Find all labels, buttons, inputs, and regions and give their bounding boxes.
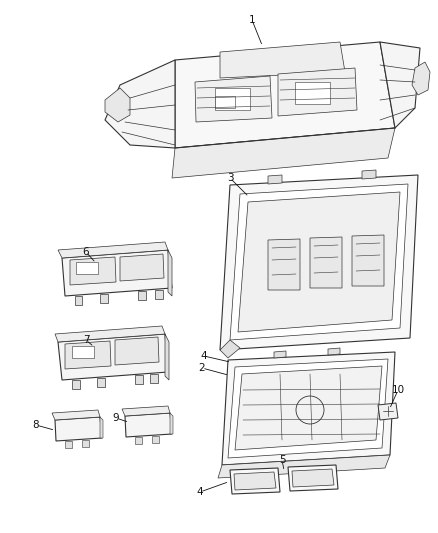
Polygon shape	[362, 170, 376, 179]
Polygon shape	[310, 237, 342, 288]
Polygon shape	[150, 374, 158, 383]
Polygon shape	[65, 441, 72, 448]
Polygon shape	[55, 326, 165, 342]
Bar	[215, 96, 235, 108]
Polygon shape	[235, 366, 382, 450]
Polygon shape	[220, 42, 345, 78]
Polygon shape	[135, 437, 142, 444]
Polygon shape	[328, 348, 340, 355]
Polygon shape	[168, 250, 172, 296]
Bar	[295, 82, 330, 104]
Polygon shape	[175, 42, 395, 148]
Text: 2: 2	[199, 363, 205, 373]
Polygon shape	[120, 254, 164, 281]
Polygon shape	[115, 337, 159, 365]
Polygon shape	[288, 465, 338, 491]
Polygon shape	[138, 291, 146, 300]
Polygon shape	[268, 175, 282, 184]
Polygon shape	[170, 413, 173, 434]
Polygon shape	[220, 340, 240, 358]
Polygon shape	[82, 440, 89, 447]
Polygon shape	[292, 469, 334, 487]
Polygon shape	[234, 472, 276, 490]
Polygon shape	[65, 341, 111, 369]
Bar	[72, 346, 94, 358]
Polygon shape	[230, 468, 280, 494]
Polygon shape	[125, 413, 172, 437]
Text: 9: 9	[113, 413, 119, 423]
Polygon shape	[105, 88, 130, 122]
Polygon shape	[152, 436, 159, 443]
Polygon shape	[70, 257, 116, 285]
Text: 3: 3	[227, 173, 233, 183]
Polygon shape	[155, 290, 163, 299]
Polygon shape	[72, 380, 80, 389]
Polygon shape	[58, 334, 168, 380]
Polygon shape	[165, 334, 169, 380]
Polygon shape	[105, 60, 175, 148]
Polygon shape	[228, 359, 388, 458]
Polygon shape	[172, 128, 395, 178]
Polygon shape	[380, 42, 420, 128]
Bar	[76, 262, 98, 274]
Text: 4: 4	[197, 487, 203, 497]
Text: 6: 6	[83, 247, 89, 257]
Polygon shape	[230, 184, 408, 340]
Text: 5: 5	[279, 455, 285, 465]
Polygon shape	[122, 406, 170, 416]
Polygon shape	[97, 378, 105, 387]
Polygon shape	[378, 403, 398, 420]
Text: 1: 1	[249, 15, 255, 25]
Text: 4: 4	[201, 351, 207, 361]
Polygon shape	[222, 352, 395, 465]
Polygon shape	[274, 351, 286, 358]
Polygon shape	[238, 192, 400, 332]
Polygon shape	[52, 410, 100, 420]
Polygon shape	[55, 417, 102, 441]
Bar	[215, 88, 250, 110]
Polygon shape	[100, 294, 108, 303]
Polygon shape	[278, 68, 357, 116]
Polygon shape	[218, 455, 390, 478]
Polygon shape	[100, 417, 103, 438]
Polygon shape	[220, 175, 418, 350]
Polygon shape	[75, 296, 82, 305]
Polygon shape	[352, 235, 384, 286]
Polygon shape	[135, 375, 143, 384]
Polygon shape	[58, 242, 168, 258]
Text: 10: 10	[392, 385, 405, 395]
Polygon shape	[195, 76, 272, 122]
Text: 8: 8	[33, 420, 39, 430]
Polygon shape	[412, 62, 430, 95]
Text: 7: 7	[83, 335, 89, 345]
Polygon shape	[268, 239, 300, 290]
Polygon shape	[62, 250, 172, 296]
